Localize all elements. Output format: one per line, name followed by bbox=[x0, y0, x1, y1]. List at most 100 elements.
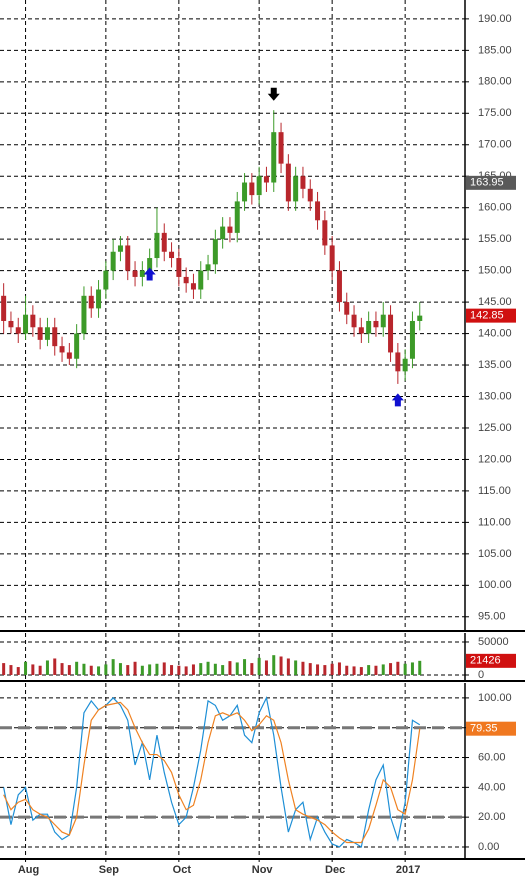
candle-body bbox=[74, 333, 80, 359]
volume-bar bbox=[111, 659, 115, 675]
volume-bar bbox=[323, 665, 327, 675]
y-tick-label: 125.00 bbox=[478, 422, 512, 434]
candle-body bbox=[117, 245, 123, 252]
volume-bar bbox=[199, 663, 203, 675]
candle-body bbox=[220, 226, 226, 240]
candle-body bbox=[351, 314, 357, 328]
value-marker-label: 21426 bbox=[470, 655, 501, 667]
candle-body bbox=[183, 276, 189, 284]
candle-body bbox=[380, 314, 386, 328]
volume-bar bbox=[235, 662, 239, 675]
candle-body bbox=[66, 352, 72, 359]
candle-body bbox=[205, 264, 211, 271]
volume-bar bbox=[9, 665, 13, 675]
y-tick-label: 20.00 bbox=[478, 811, 506, 823]
volume-bar bbox=[410, 662, 414, 675]
candle-body bbox=[81, 295, 87, 334]
y-tick-label: 40.00 bbox=[478, 781, 506, 793]
y-tick-label: 190.00 bbox=[478, 13, 512, 25]
candle-body bbox=[373, 320, 379, 328]
volume-bar bbox=[184, 666, 188, 675]
y-tick-label: 105.00 bbox=[478, 548, 512, 560]
candle-body bbox=[1, 295, 7, 321]
candle-body bbox=[227, 226, 233, 233]
volume-bar bbox=[75, 661, 79, 675]
volume-bar bbox=[213, 663, 217, 675]
candle-body bbox=[263, 176, 269, 183]
value-marker-label: 163.95 bbox=[470, 177, 504, 189]
candle-body bbox=[169, 251, 175, 259]
volume-bar bbox=[243, 659, 247, 675]
candle-body bbox=[249, 182, 255, 196]
x-tick-label: Oct bbox=[173, 864, 192, 876]
volume-bar bbox=[294, 660, 298, 675]
candle-body bbox=[307, 188, 313, 202]
value-marker bbox=[466, 653, 516, 668]
candle-body bbox=[139, 270, 145, 277]
y-tick-label: 95.00 bbox=[478, 611, 506, 623]
stochastic-line bbox=[3, 696, 421, 848]
volume-bar bbox=[264, 660, 268, 675]
volume-bar bbox=[118, 663, 122, 675]
candle-body bbox=[190, 283, 196, 290]
candle-body bbox=[417, 315, 423, 321]
candle-body bbox=[402, 358, 408, 372]
y-tick-label: 50000 bbox=[478, 636, 509, 648]
volume-bar bbox=[140, 665, 144, 675]
x-tick-label: Sep bbox=[99, 864, 119, 876]
value-marker bbox=[466, 175, 516, 190]
candle-body bbox=[147, 258, 153, 271]
y-tick-label: 0 bbox=[478, 669, 484, 681]
volume-bar bbox=[2, 663, 6, 675]
candle-body bbox=[132, 270, 138, 277]
candle-body bbox=[271, 132, 277, 183]
x-tick-label: Dec bbox=[325, 864, 345, 876]
candle-body bbox=[52, 327, 58, 347]
candle-body bbox=[88, 295, 94, 309]
candle-body bbox=[176, 258, 182, 277]
volume-bar bbox=[250, 663, 254, 675]
candle-body bbox=[285, 163, 291, 202]
volume-bar bbox=[24, 661, 28, 675]
y-tick-label: 140.00 bbox=[478, 327, 512, 339]
candle-body bbox=[30, 314, 36, 328]
candle-body bbox=[59, 346, 65, 353]
y-tick-label: 170.00 bbox=[478, 139, 512, 151]
candle-body bbox=[315, 201, 321, 221]
volume-bar bbox=[45, 660, 49, 675]
candle-body bbox=[96, 289, 102, 309]
volume-bar bbox=[67, 665, 71, 675]
y-tick-label: 115.00 bbox=[478, 485, 511, 497]
candle-body bbox=[322, 220, 328, 246]
volume-bar bbox=[316, 664, 320, 675]
candle-body bbox=[388, 314, 394, 353]
candle-body bbox=[329, 245, 335, 271]
volume-bar bbox=[381, 664, 385, 675]
y-tick-label: 175.00 bbox=[478, 107, 512, 119]
value-marker bbox=[466, 721, 516, 736]
volume-bar bbox=[53, 658, 57, 675]
candle-body bbox=[161, 232, 167, 252]
candle-body bbox=[278, 132, 284, 164]
volume-bar bbox=[126, 665, 130, 675]
candle-body bbox=[23, 314, 29, 334]
volume-bar bbox=[359, 667, 363, 675]
candle-body bbox=[366, 320, 372, 334]
x-tick-label: Aug bbox=[18, 864, 39, 876]
y-tick-label: 130.00 bbox=[478, 390, 512, 402]
volume-bar bbox=[162, 662, 166, 675]
candle-body bbox=[256, 176, 262, 196]
y-tick-label: 100.00 bbox=[478, 692, 512, 704]
volume-bar bbox=[89, 665, 93, 675]
volume-bar bbox=[148, 664, 152, 675]
candle-body bbox=[15, 327, 21, 334]
volume-bar bbox=[104, 664, 108, 675]
candle-body bbox=[212, 239, 218, 265]
volume-bar bbox=[352, 666, 356, 675]
y-tick-label: 155.00 bbox=[478, 233, 512, 245]
candle-body bbox=[395, 352, 401, 372]
y-tick-label: 185.00 bbox=[478, 44, 512, 56]
